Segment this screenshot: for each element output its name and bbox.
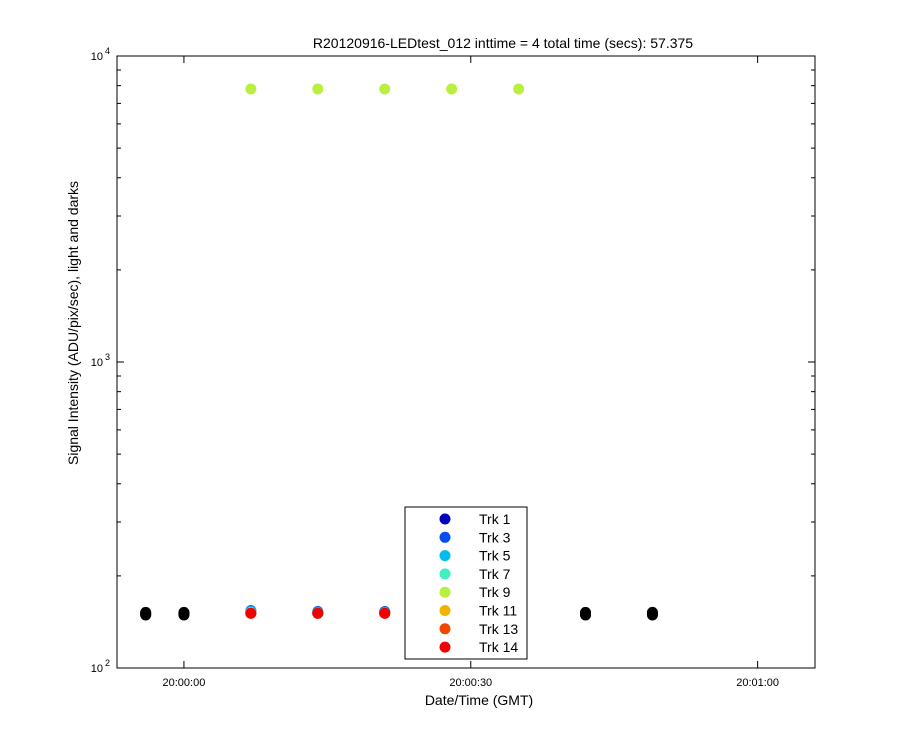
y-tick-label-exponent: 2 bbox=[105, 658, 110, 668]
legend-label: Trk 7 bbox=[479, 566, 511, 582]
axis-ticks bbox=[117, 55, 815, 669]
legend-label: Trk 9 bbox=[479, 584, 511, 600]
legend-marker bbox=[439, 605, 451, 616]
legend: Trk 1 Trk 3 Trk 5 Trk 7 Trk 9 Trk 11 Trk 13 Trk… bbox=[404, 506, 528, 660]
y-axis-label: Signal Intensity (ADU/pix/sec), light an… bbox=[65, 181, 81, 465]
legend-box bbox=[404, 506, 528, 660]
legend-label: Trk 5 bbox=[479, 548, 511, 564]
legend-label: Trk 3 bbox=[479, 529, 511, 545]
data-point bbox=[245, 607, 257, 619]
legend-marker bbox=[439, 623, 451, 635]
data-point bbox=[446, 83, 458, 95]
data-point bbox=[312, 607, 324, 619]
legend-marker bbox=[439, 641, 451, 653]
data-point bbox=[513, 83, 525, 95]
y-tick-label-exponent: 4 bbox=[105, 46, 110, 56]
dark-data-point bbox=[178, 606, 190, 618]
y-tick-label-base: 10 bbox=[91, 663, 103, 675]
chart-title: R20120916-LEDtest_012 inttime = 4 total … bbox=[313, 35, 693, 51]
dark-data-point bbox=[140, 606, 152, 618]
dark-data-point bbox=[580, 606, 592, 618]
plot-frame bbox=[116, 55, 816, 669]
dark-data-point bbox=[646, 606, 658, 618]
data-point bbox=[379, 83, 391, 95]
x-axis-label: Date/Time (GMT) bbox=[425, 692, 533, 708]
data-point bbox=[245, 83, 257, 95]
y-tick-label-exponent: 3 bbox=[105, 352, 110, 362]
legend-label: Trk 13 bbox=[479, 621, 518, 637]
legend-label: Trk 1 bbox=[479, 511, 511, 527]
legend-marker bbox=[439, 531, 451, 543]
data-point bbox=[312, 83, 324, 95]
x-tick-label: 20:00:30 bbox=[449, 677, 492, 689]
legend-marker bbox=[439, 586, 451, 598]
legend-label: Trk 14 bbox=[479, 639, 518, 655]
y-tick-label-base: 10 bbox=[91, 357, 103, 369]
legend-marker bbox=[439, 550, 451, 562]
legend-marker bbox=[439, 513, 451, 525]
y-tick-label-base: 10 bbox=[91, 51, 103, 63]
x-tick-label: 20:00:00 bbox=[163, 677, 206, 689]
legend-label: Trk 11 bbox=[479, 603, 517, 619]
legend-marker bbox=[439, 568, 451, 580]
x-tick-label: 20:01:00 bbox=[736, 677, 779, 689]
data-point bbox=[379, 607, 391, 619]
